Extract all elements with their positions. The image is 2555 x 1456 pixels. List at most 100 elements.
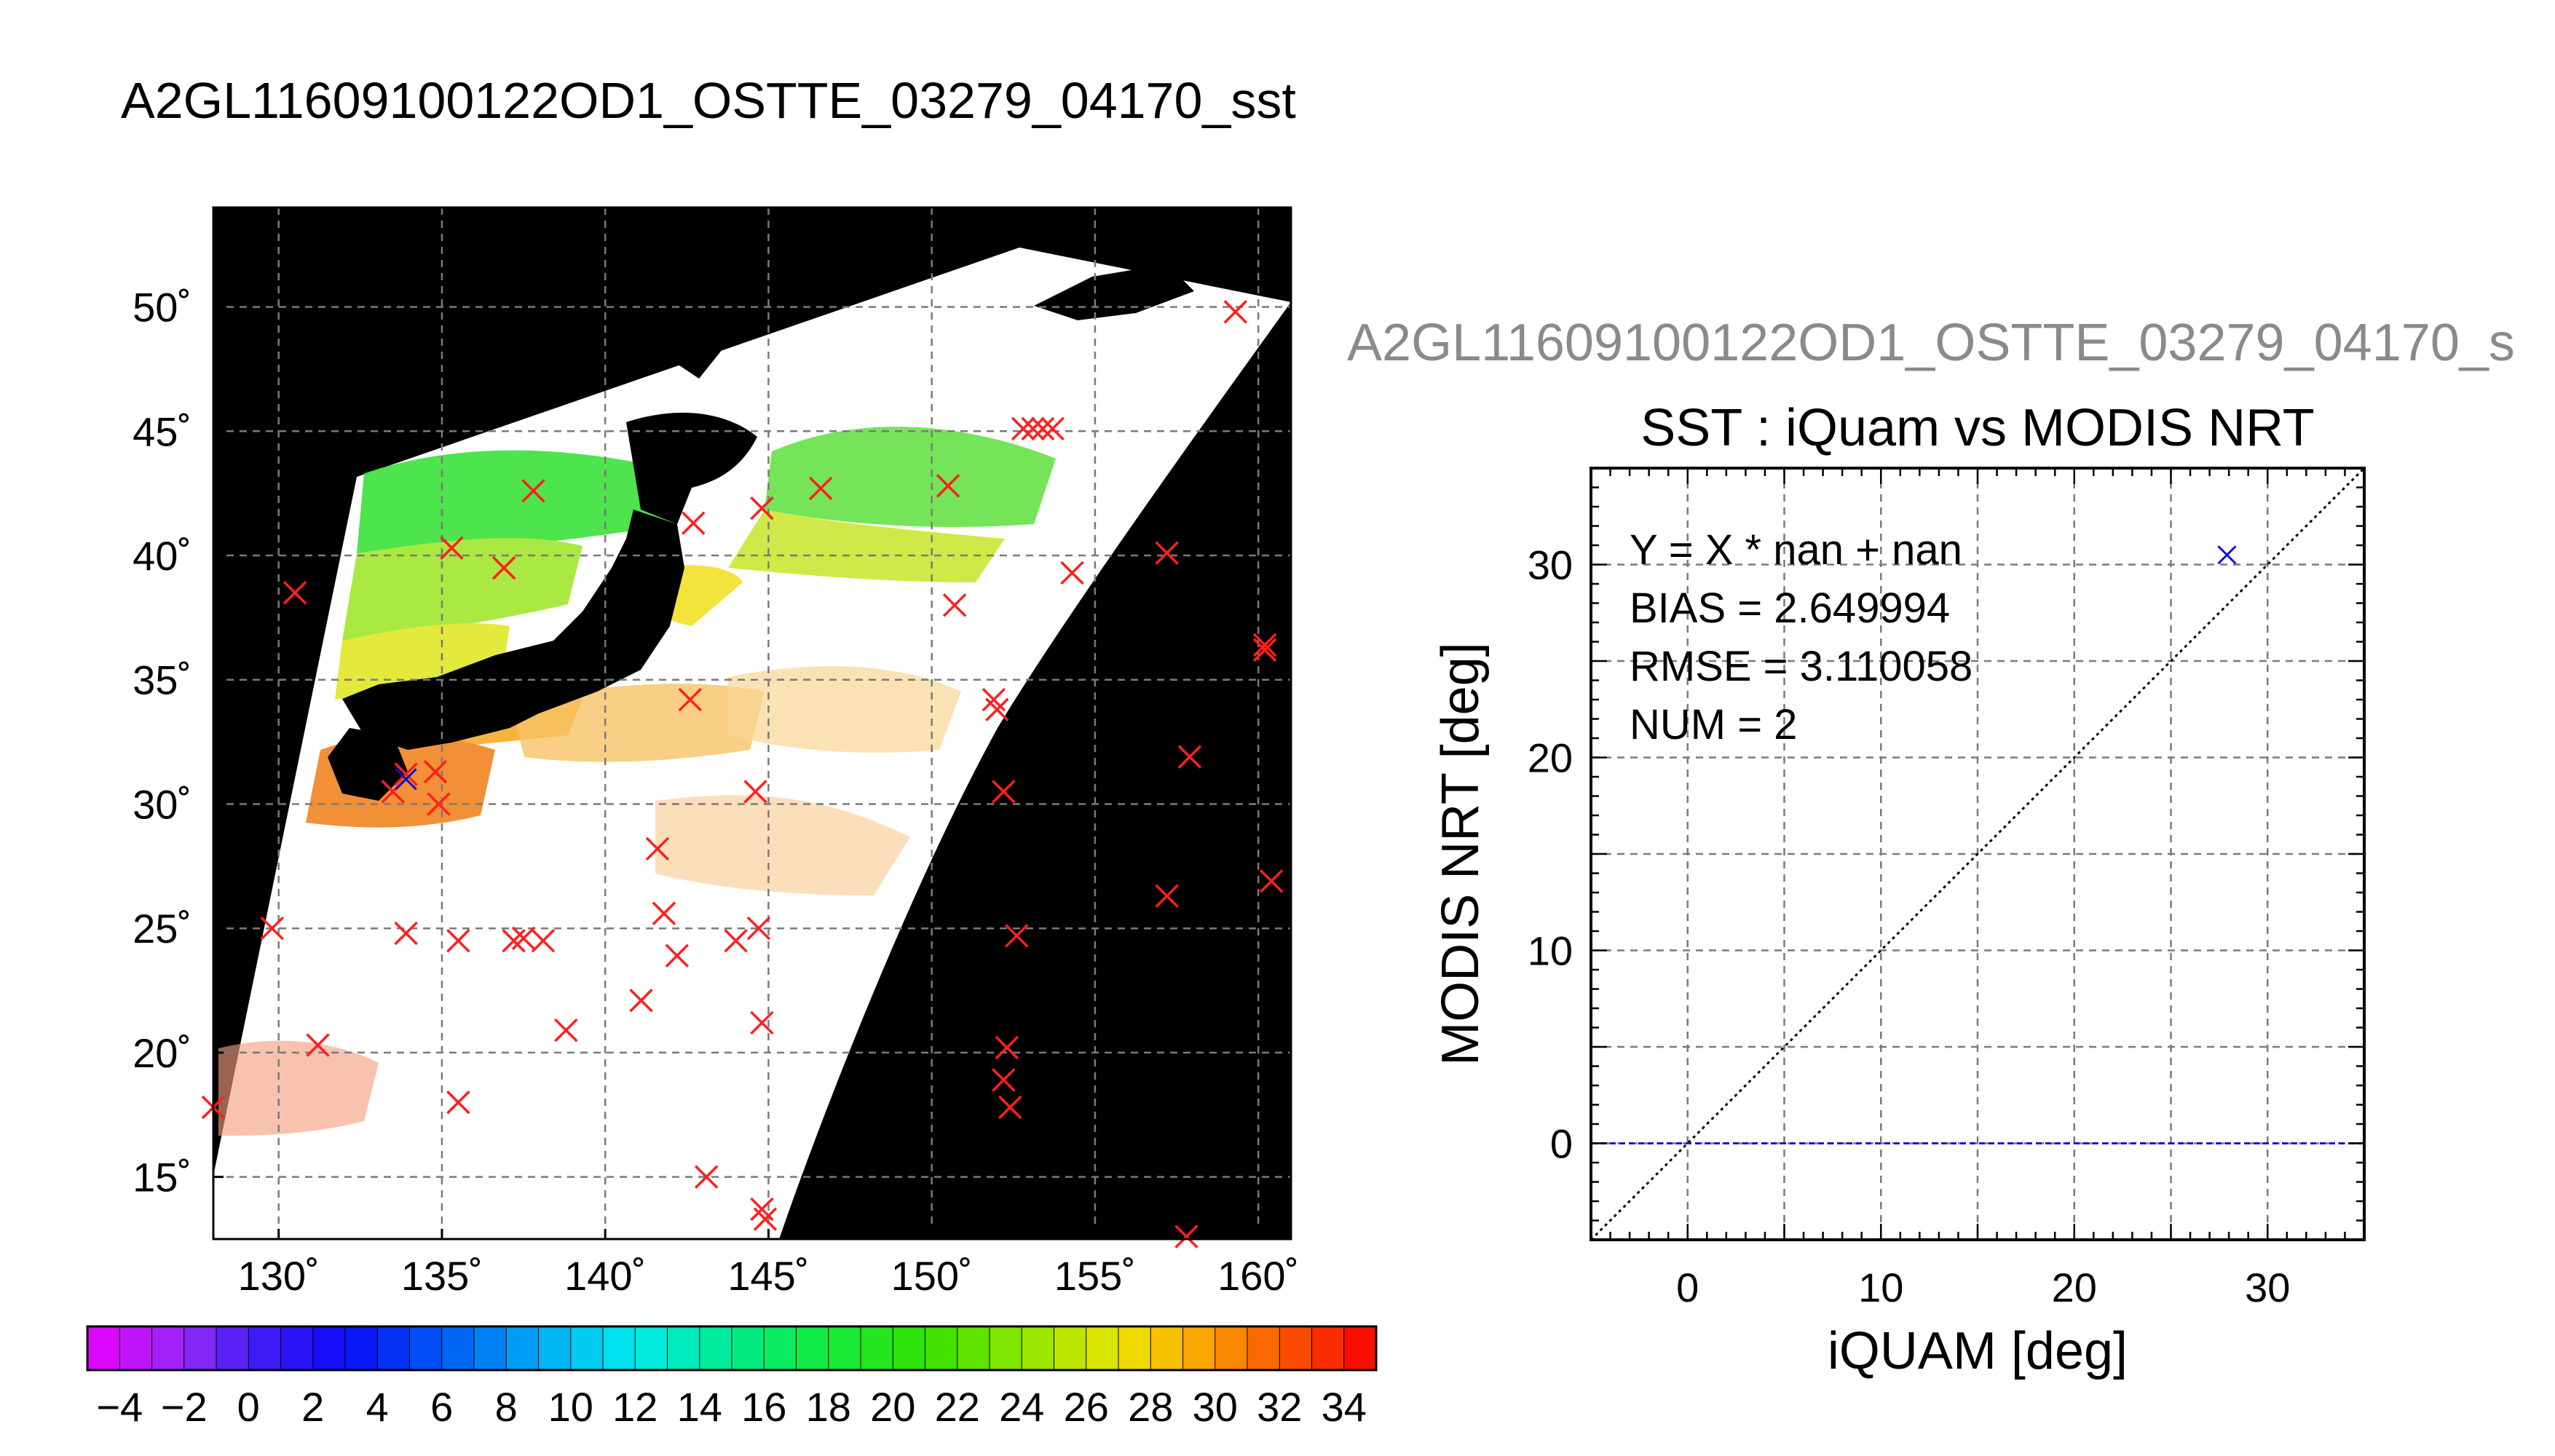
scatter-stat-line: NUM = 2	[1630, 701, 1797, 748]
matchup-marker	[665, 943, 690, 968]
colorbar-cell	[764, 1326, 797, 1370]
matchup-marker	[645, 836, 670, 861]
scatter-y-tick-labels: 0 10 20 30	[1528, 542, 1573, 1167]
scatter-x-tick-label: 20	[2052, 1265, 2097, 1310]
colorbar-cell	[796, 1326, 829, 1370]
colorbar-cell	[1118, 1326, 1151, 1370]
map-x-tick-label: 135˚	[401, 1253, 483, 1299]
matchup-marker	[746, 916, 771, 941]
colorbar-cell	[1022, 1326, 1054, 1370]
matchup-marker	[1174, 1224, 1198, 1249]
colorbar-tick-label: 18	[806, 1384, 851, 1430]
colorbar-tick-label: −4	[96, 1384, 143, 1430]
colorbar-cell	[280, 1326, 314, 1370]
colorbar-cell	[667, 1326, 700, 1370]
map-x-tick-label: 155˚	[1054, 1253, 1136, 1299]
matchup-marker	[1005, 924, 1029, 948]
map-x-tick-label: 130˚	[238, 1253, 320, 1299]
scatter-stat-line: Y = X * nan + nan	[1630, 526, 1962, 574]
colorbar-tick-label: 0	[237, 1384, 260, 1430]
matchup-marker	[1040, 416, 1065, 441]
matchup-marker	[1011, 416, 1035, 441]
hokkaido-landmass	[626, 412, 757, 524]
matchup-marker	[502, 929, 526, 953]
matchup-marker	[1223, 300, 1247, 324]
colorbar-cell	[603, 1326, 636, 1370]
colorbar-tick-label: 2	[301, 1384, 324, 1430]
colorbar-cell	[312, 1326, 346, 1370]
map-y-tick-label: 30˚	[133, 781, 191, 827]
colorbar-cell	[1215, 1326, 1248, 1370]
map-y-tick-label: 25˚	[133, 906, 191, 951]
map-gridlines	[213, 207, 1291, 1239]
matchup-marker	[1177, 745, 1202, 769]
map-y-tick-label: 50˚	[133, 285, 191, 331]
scatter-overtitle: A2GL11609100122OD1_OSTTE_03279_04170_s	[1347, 314, 2515, 372]
map-x-tick-label: 150˚	[891, 1253, 973, 1299]
scatter-x-axis-label: iQUAM [deg]	[1828, 1322, 2128, 1380]
matchup-marker	[394, 762, 418, 786]
map-frame	[212, 206, 1292, 1241]
colorbar-cell	[990, 1326, 1022, 1370]
map-y-tick-label: 20˚	[133, 1030, 191, 1076]
colorbar-tick-label: 8	[495, 1384, 518, 1430]
sakhalin-landmass	[670, 211, 728, 379]
scatter-reference-lines	[1591, 468, 2364, 1240]
colorbar-cell	[1279, 1326, 1312, 1370]
asia-mainland	[213, 207, 583, 612]
matchup-marker	[724, 929, 748, 953]
colorbar-cell	[1150, 1326, 1183, 1370]
colorbar-tick-label: 24	[999, 1384, 1044, 1430]
matchup-marker	[446, 1090, 470, 1115]
matchup-marker	[1252, 638, 1277, 662]
colorbar-cells	[87, 1326, 1377, 1370]
colorbar-cell	[828, 1326, 861, 1370]
matchup-marker	[678, 687, 703, 712]
scatter-y-axis-label: MODIS NRT [deg]	[1431, 642, 1490, 1066]
colorbar-tick-label: 26	[1064, 1384, 1109, 1430]
map-y-tick-label: 35˚	[133, 657, 191, 703]
map-title: A2GL11609100122OD1_OSTTE_03279_04170_sst	[121, 72, 1296, 129]
matchup-marker	[1030, 416, 1055, 441]
matchup-marker	[992, 780, 1016, 804]
matchup-marker	[423, 759, 448, 784]
matchup-marker	[1252, 633, 1277, 657]
colorbar-tick-label: 10	[548, 1384, 593, 1430]
matchup-marker	[1259, 869, 1284, 893]
colorbar-cell	[1343, 1326, 1377, 1370]
map-y-tick-label: 15˚	[133, 1155, 191, 1200]
honshu-landmass	[342, 510, 684, 750]
matchup-marker	[521, 479, 545, 503]
colorbar-tick-label: 30	[1193, 1384, 1238, 1430]
matchup-marker	[427, 792, 451, 816]
scatter-stat-line: BIAS = 2.649994	[1630, 585, 1950, 632]
scatter-points	[2217, 545, 2237, 565]
map-y-tick-labels: 15˚ 20˚ 25˚ 30˚ 35˚ 40˚ 45˚ 50˚	[133, 285, 224, 1200]
matchup-marker	[682, 511, 706, 535]
matchup-marker	[1021, 416, 1045, 441]
matchup-marker	[992, 1068, 1016, 1092]
matchup-marker	[394, 921, 418, 946]
colorbar-cell	[248, 1326, 281, 1370]
colorbar-cell	[345, 1326, 378, 1370]
colorbar-cell	[925, 1326, 958, 1370]
colorbar-cell	[216, 1326, 249, 1370]
scatter-y-tick-label: 10	[1528, 928, 1573, 974]
map-x-tick-label: 160˚	[1217, 1253, 1299, 1299]
matchup-marker	[808, 476, 833, 501]
colorbar-tick-label: 12	[612, 1384, 657, 1430]
matchup-marker	[750, 1010, 774, 1035]
colorbar-cell	[1086, 1326, 1119, 1370]
matchup-marker	[936, 474, 960, 498]
scatter-y-tick-label: 20	[1528, 735, 1573, 781]
colorbar-tick-label: 6	[430, 1384, 453, 1430]
matchup-marker	[554, 1018, 578, 1042]
colorbar-cell	[538, 1326, 572, 1370]
scatter-x-tick-label: 0	[1676, 1265, 1699, 1310]
colorbar-frame	[86, 1325, 1378, 1372]
sst-colored-pixels	[218, 427, 1056, 1136]
colorbar-cell	[861, 1326, 893, 1370]
colorbar-cell	[570, 1326, 604, 1370]
matchup-marker	[511, 926, 536, 951]
colorbar-cell	[377, 1326, 410, 1370]
